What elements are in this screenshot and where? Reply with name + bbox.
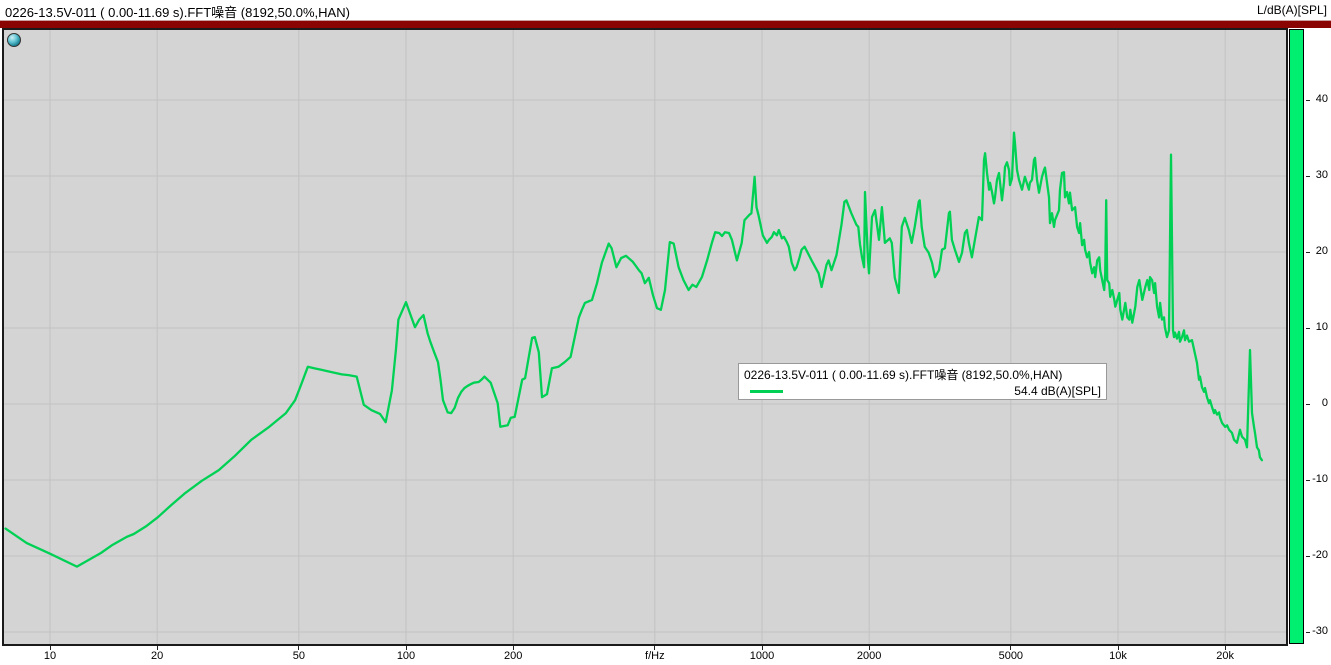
window-title: 0226-13.5V-011 ( 0.00-11.69 s).FFT噪音 (81… bbox=[5, 5, 350, 20]
legend-color-swatch bbox=[750, 389, 783, 393]
y-tick-mark bbox=[1306, 556, 1310, 557]
y-tick-label: 10 bbox=[1315, 321, 1328, 333]
legend-box[interactable]: 0226-13.5V-011 ( 0.00-11.69 s).FFT噪音 (81… bbox=[738, 363, 1107, 400]
x-tick-mark bbox=[156, 646, 158, 650]
x-tick-mark bbox=[1117, 646, 1119, 650]
y-tick-mark bbox=[1306, 100, 1310, 101]
y-axis-unit-label: L/dB(A)[SPL] bbox=[1256, 3, 1327, 17]
y-tick-label: 20 bbox=[1315, 245, 1328, 257]
x-tick-label: 20 bbox=[151, 650, 164, 662]
y-tick-mark bbox=[1306, 176, 1310, 177]
x-tick-mark bbox=[49, 646, 51, 650]
y-tick-label: -10 bbox=[1312, 473, 1328, 485]
y-tick-label: 40 bbox=[1315, 93, 1328, 105]
cursor-orb-handle[interactable] bbox=[7, 33, 21, 47]
y-tick-label: 0 bbox=[1321, 397, 1328, 409]
y-tick-mark bbox=[1306, 328, 1310, 329]
x-tick-mark bbox=[761, 646, 763, 650]
y-tick-mark bbox=[1306, 632, 1310, 633]
x-tick-label: f/Hz bbox=[645, 650, 665, 662]
x-tick-mark bbox=[1224, 646, 1226, 650]
x-tick-mark bbox=[405, 646, 407, 650]
header-accent-bar bbox=[0, 20, 1331, 28]
x-tick-mark bbox=[1010, 646, 1012, 650]
x-tick-mark bbox=[868, 646, 870, 650]
x-tick-label: 50 bbox=[292, 650, 305, 662]
y-tick-mark bbox=[1306, 480, 1310, 481]
x-tick-label: 2000 bbox=[856, 650, 882, 662]
y-tick-mark bbox=[1306, 252, 1310, 253]
legend-series-name: 0226-13.5V-011 ( 0.00-11.69 s).FFT噪音 (81… bbox=[744, 368, 1063, 382]
y-tick-mark bbox=[1306, 404, 1310, 405]
level-meter-bar bbox=[1289, 29, 1304, 644]
y-tick-label: -20 bbox=[1312, 549, 1328, 561]
x-tick-mark bbox=[512, 646, 514, 650]
x-tick-label: 200 bbox=[503, 650, 523, 662]
legend-overall-level: 54.4 dB(A)[SPL] bbox=[1014, 384, 1101, 398]
x-tick-label: 20k bbox=[1216, 650, 1235, 662]
x-tick-label: 10 bbox=[43, 650, 57, 662]
x-tick-label: 100 bbox=[396, 650, 416, 662]
x-tick-label: 10k bbox=[1109, 650, 1127, 662]
x-tick-mark bbox=[654, 646, 656, 650]
spectrum-chart bbox=[4, 30, 1286, 644]
x-tick-label: 1000 bbox=[749, 650, 775, 662]
x-tick-label: 5000 bbox=[998, 650, 1024, 662]
plot-area[interactable]: 0226-13.5V-011 ( 0.00-11.69 s).FFT噪音 (81… bbox=[2, 28, 1288, 646]
x-tick-mark bbox=[298, 646, 300, 650]
y-tick-label: -30 bbox=[1312, 625, 1328, 637]
y-tick-label: 30 bbox=[1315, 169, 1328, 181]
